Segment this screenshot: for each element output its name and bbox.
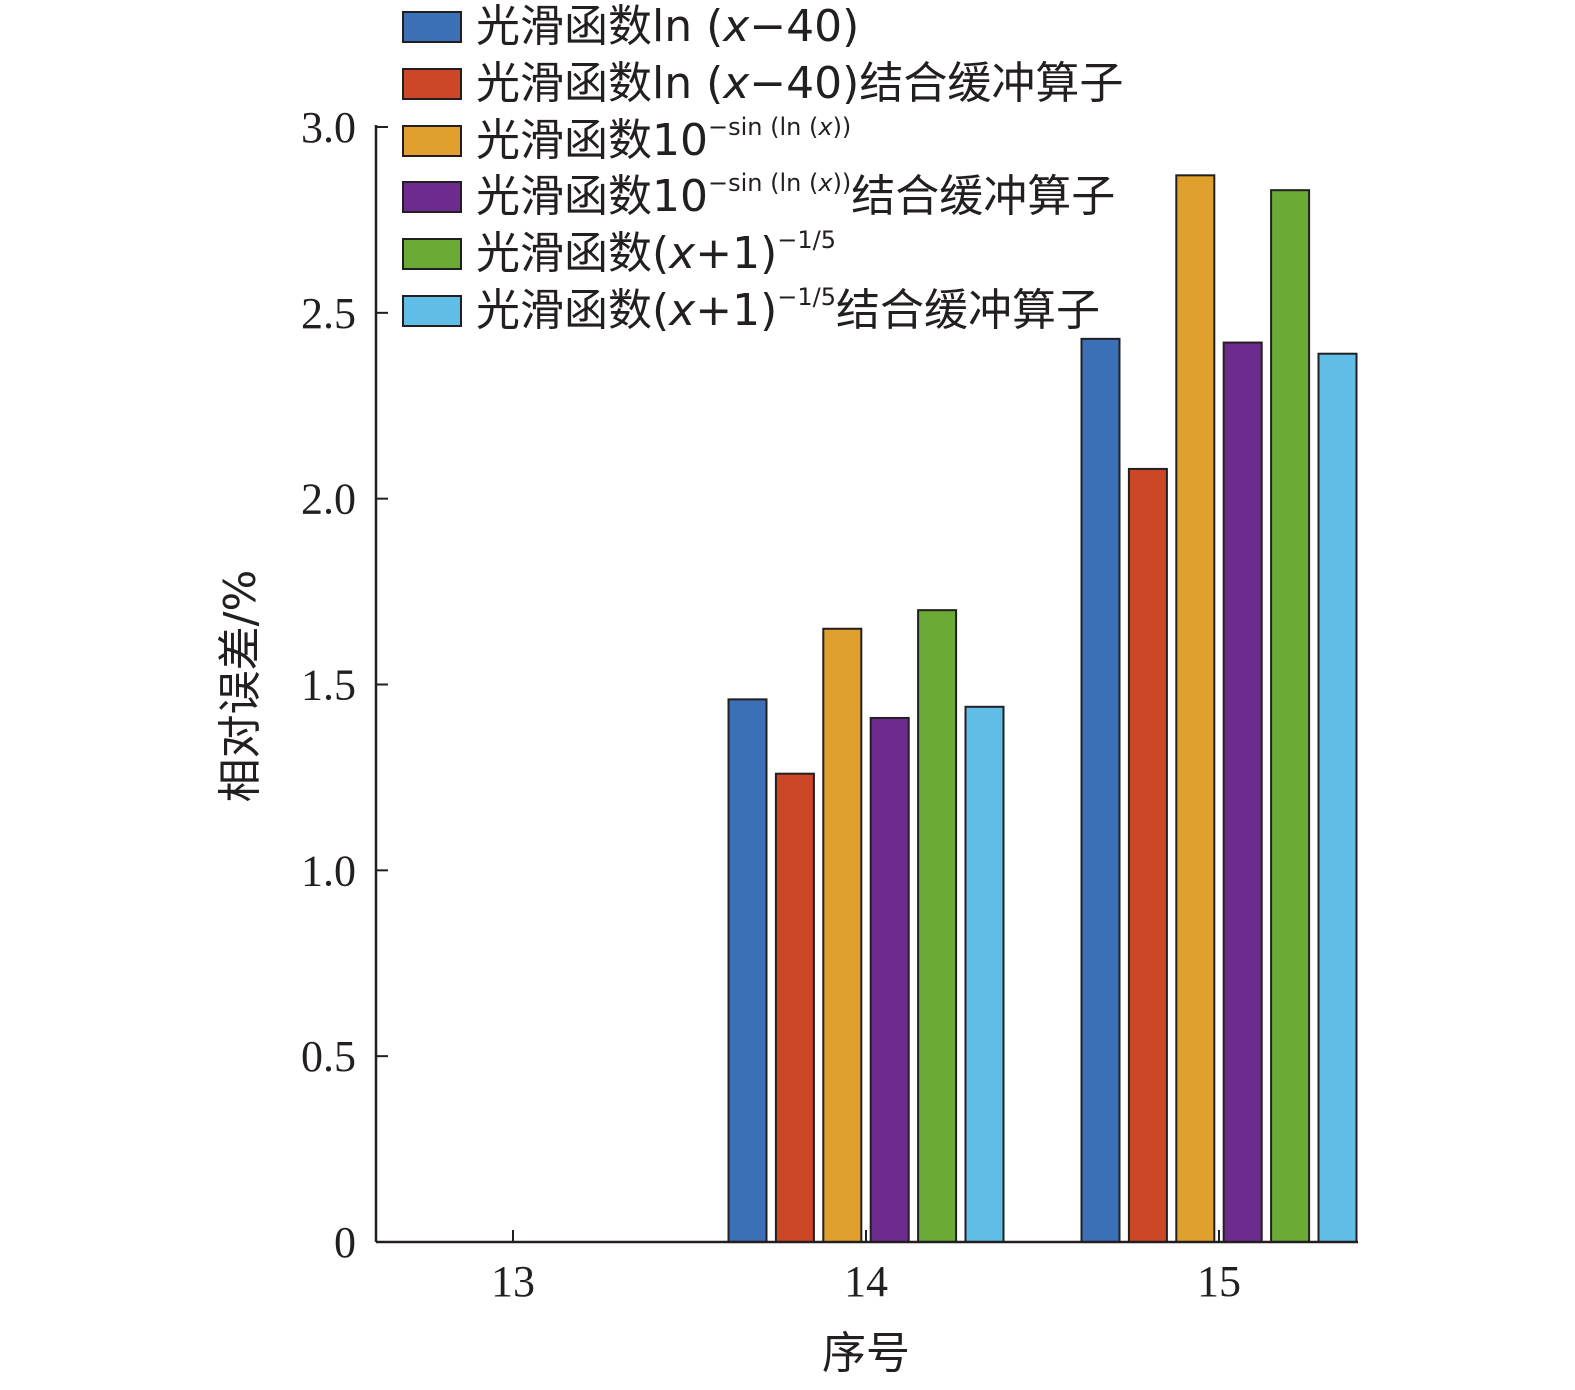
y-tick-label: 0: [334, 1218, 356, 1267]
bar: [1127, 467, 1168, 1243]
bar: [822, 627, 863, 1243]
legend-label: 光滑函数ln (x−40): [476, 1, 859, 52]
legend-label: 光滑函数ln (x−40)结合缓冲算子: [476, 58, 1123, 109]
legend: 光滑函数ln (x−40) 光滑函数ln (x−40)结合缓冲算子光滑函数10−s…: [402, 1, 1123, 336]
bar: [964, 705, 1005, 1243]
y-tick-label: 2.5: [301, 289, 356, 338]
legend-label: 光滑函数(x+1)−1/5结合缓冲算子: [476, 283, 1100, 336]
legend-swatch: [402, 11, 462, 43]
bar: [1317, 352, 1358, 1243]
y-ticks: 0 0.5 1.0 1.5 2.0 2.5 3.0: [301, 103, 388, 1267]
bar: [1270, 189, 1311, 1243]
x-tick-label: 13: [491, 1257, 535, 1306]
y-tick-label: 1.0: [301, 846, 356, 895]
legend-swatch: [402, 295, 462, 327]
y-tick-label: 3.0: [301, 103, 356, 152]
bar: [917, 609, 958, 1243]
y-tick-label: 2.0: [301, 475, 356, 524]
y-axis-title: 相对误差/%: [215, 570, 266, 803]
bar: [727, 698, 768, 1243]
bar: [1080, 337, 1121, 1244]
legend-swatch: [402, 181, 462, 213]
bar: [774, 772, 815, 1243]
bar: [1175, 174, 1216, 1244]
x-tick-label: 14: [844, 1257, 888, 1306]
x-ticks: 13 14 15: [491, 1230, 1241, 1306]
x-axis-title: 序号: [822, 1328, 910, 1379]
bar: [869, 716, 910, 1243]
legend-label: 光滑函数10−sin (ln (x)): [476, 113, 851, 166]
bar: [1222, 341, 1263, 1244]
legend-label: 光滑函数(x+1)−1/5: [476, 226, 836, 279]
bars-group: [727, 174, 1358, 1244]
legend-label: 光滑函数10−sin (ln (x))结合缓冲算子: [476, 169, 1115, 222]
legend-swatch: [402, 238, 462, 270]
y-tick-label: 1.5: [301, 661, 356, 710]
y-tick-label: 0.5: [301, 1032, 356, 1081]
x-tick-label: 15: [1197, 1257, 1241, 1306]
legend-swatch: [402, 68, 462, 100]
legend-swatch: [402, 125, 462, 157]
